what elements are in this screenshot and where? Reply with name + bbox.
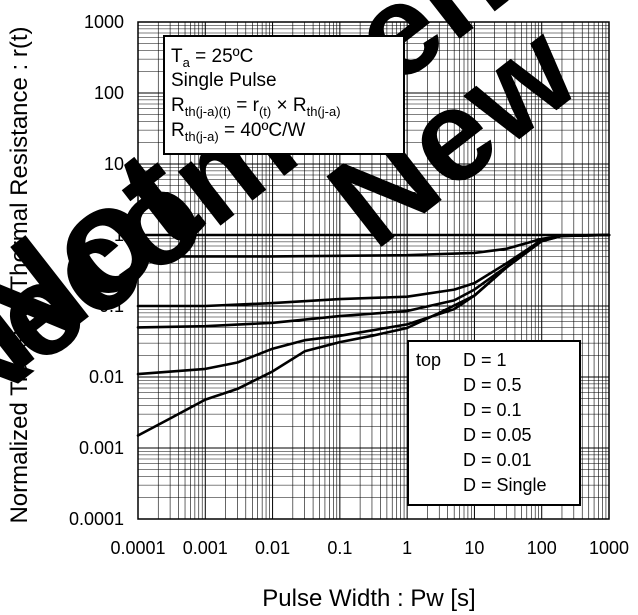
y-tick-label: 0.01 xyxy=(89,367,124,387)
y-tick-label: 0.1 xyxy=(99,296,124,316)
condition-ambient-temp: Ta = 25ºC xyxy=(171,46,253,70)
legend-entry: D = 0.01 xyxy=(463,450,532,470)
x-tick-label: 0.1 xyxy=(327,538,352,558)
x-tick-label: 0.01 xyxy=(255,538,290,558)
condition-rth-value: Rth(j-a) = 40ºC/W xyxy=(171,120,305,144)
curves xyxy=(136,233,611,437)
plot-border xyxy=(137,21,610,520)
conditions-box: Ta = 25ºC Single Pulse Rth(j-a)(t) = r(t… xyxy=(163,35,405,155)
legend-entry: D = 0.5 xyxy=(463,375,522,395)
condition-single-pulse: Single Pulse xyxy=(171,70,277,91)
x-tick-label: 1000 xyxy=(589,538,629,558)
series-line xyxy=(136,233,611,437)
x-tick-label: 1 xyxy=(402,538,412,558)
legend-entry: D = Single xyxy=(463,475,547,495)
x-axis-label: Pulse Width : Pw [s] xyxy=(262,585,475,612)
condition-rth-formula: Rth(j-a)(t) = r(t) × Rth(j-a) xyxy=(171,95,341,119)
x-tick-label: 0.001 xyxy=(183,538,228,558)
legend-entry: D = 1 xyxy=(463,350,507,370)
plot-frame xyxy=(137,21,610,520)
x-tick-labels: 0.0001 0.001 0.01 0.1 1 10 100 1000 xyxy=(110,538,629,558)
y-tick-label: 0.001 xyxy=(79,438,124,458)
y-tick-labels: 0.0001 0.001 0.01 0.1 1 10 100 1000 xyxy=(69,12,124,529)
x-tick-label: 10 xyxy=(464,538,484,558)
x-tick-label: 0.0001 xyxy=(110,538,165,558)
y-tick-label: 0.0001 xyxy=(69,509,124,529)
x-tick-label: 100 xyxy=(527,538,557,558)
legend-entry: D = 0.1 xyxy=(463,400,522,420)
legend-prefix: top xyxy=(416,350,441,370)
legend-entry: D = 0.05 xyxy=(463,425,532,445)
y-tick-label: 100 xyxy=(94,83,124,103)
legend: top D = 1 D = 0.5 D = 0.1 D = 0.05 D = 0… xyxy=(407,340,581,506)
y-tick-label: 1000 xyxy=(84,12,124,32)
y-tick-label: 1 xyxy=(114,225,124,245)
y-tick-label: 10 xyxy=(104,154,124,174)
y-axis-label: Normalized Transient Thermal Resistance … xyxy=(6,26,33,523)
